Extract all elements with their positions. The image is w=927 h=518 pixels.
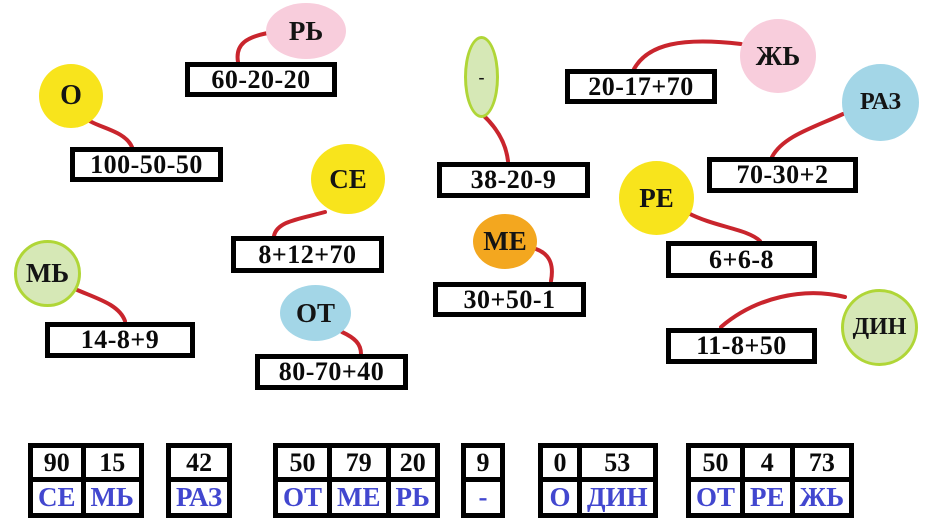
answer-syllable: МЬ xyxy=(85,482,139,513)
expression-box[interactable]: 6+6-8 xyxy=(666,241,817,278)
connector-line xyxy=(534,247,554,283)
connector-line xyxy=(632,39,743,71)
answer-syllable: ОТ xyxy=(691,482,741,513)
answer-syllable: О xyxy=(543,482,577,513)
expression-box[interactable]: 11-8+50 xyxy=(666,328,817,364)
answer-number: 50 xyxy=(278,448,328,477)
answer-number: 50 xyxy=(691,448,741,477)
syllable-bubble-m[interactable]: МЬ xyxy=(14,240,81,307)
answer-number: 15 xyxy=(85,448,139,477)
connector-line xyxy=(86,118,134,149)
connector-line xyxy=(272,210,327,238)
answer-number: 90 xyxy=(33,448,81,477)
answer-table: 50 79 20 ОТ МЕ РЬ xyxy=(273,443,440,518)
syllable-bubble-raz[interactable]: РАЗ xyxy=(842,64,919,141)
expression-box[interactable]: 30+50-1 xyxy=(433,282,586,317)
answer-syllable: МЕ xyxy=(332,482,386,513)
connector-line xyxy=(686,211,762,243)
expression-box[interactable]: 8+12+70 xyxy=(231,236,384,273)
syllable-bubble-se[interactable]: СЕ xyxy=(311,144,385,214)
answer-number: 73 xyxy=(794,448,850,477)
answer-number: 20 xyxy=(390,448,435,477)
answer-syllable: ДИН xyxy=(582,482,653,513)
answer-syllable: СЕ xyxy=(33,482,81,513)
syllable-bubble-din[interactable]: ДИН xyxy=(841,289,918,366)
answer-table: 0 53 О ДИН xyxy=(538,443,658,518)
answer-table: 50 4 73 ОТ РЕ ЖЬ xyxy=(686,443,855,518)
expression-box[interactable]: 38-20-9 xyxy=(437,162,590,198)
answer-number: 4 xyxy=(745,448,790,477)
syllable-bubble-me[interactable]: МЕ xyxy=(473,214,537,269)
answer-table: 90 15 СЕ МЬ xyxy=(28,443,144,518)
connector-line xyxy=(481,113,510,163)
connector-line xyxy=(719,291,847,329)
connector-line xyxy=(235,31,270,64)
expression-box[interactable]: 60-20-20 xyxy=(185,62,337,97)
syllable-bubble-dash[interactable]: - xyxy=(464,36,499,118)
syllable-bubble-zh[interactable]: ЖЬ xyxy=(740,19,816,93)
answer-syllable: РЕ xyxy=(745,482,790,513)
answer-syllable: РЬ xyxy=(390,482,435,513)
answer-number: 42 xyxy=(171,448,228,477)
connector-line xyxy=(340,330,363,356)
syllable-bubble-o[interactable]: О xyxy=(39,64,103,128)
expression-box[interactable]: 70-30+2 xyxy=(707,157,858,193)
expression-box[interactable]: 14-8+9 xyxy=(45,322,195,358)
syllable-bubble-ot[interactable]: ОТ xyxy=(280,285,351,341)
answer-syllable: - xyxy=(466,482,500,513)
answer-number: 9 xyxy=(466,448,500,477)
answer-number: 53 xyxy=(582,448,653,477)
answer-syllable: ОТ xyxy=(278,482,328,513)
answer-table: 9 - xyxy=(461,443,505,518)
answer-number: 79 xyxy=(332,448,386,477)
syllable-bubble-r[interactable]: РЬ xyxy=(266,3,346,59)
answer-syllable: ЖЬ xyxy=(794,482,850,513)
expression-box[interactable]: 80-70+40 xyxy=(255,354,408,390)
answer-number: 0 xyxy=(543,448,577,477)
expression-box[interactable]: 20-17+70 xyxy=(565,69,717,104)
connector-line xyxy=(770,112,845,159)
answer-syllable: РАЗ xyxy=(171,482,228,513)
expression-box[interactable]: 100-50-50 xyxy=(70,147,223,182)
syllable-bubble-re[interactable]: РЕ xyxy=(619,161,694,235)
answer-table: 42 РАЗ xyxy=(166,443,233,518)
connector-line xyxy=(73,287,127,323)
